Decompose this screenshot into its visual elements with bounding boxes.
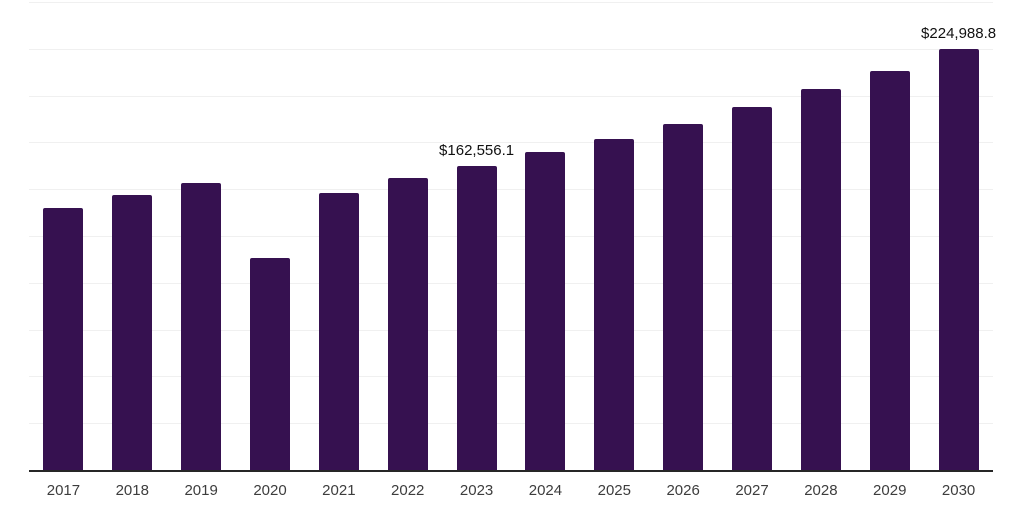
x-tick-label-2027: 2027 bbox=[735, 482, 769, 499]
x-tick-label-2024: 2024 bbox=[528, 482, 563, 499]
gridline bbox=[29, 48, 993, 50]
bar-2019[interactable] bbox=[181, 183, 222, 470]
bar-slot-2021 bbox=[304, 2, 373, 470]
gridline bbox=[29, 95, 993, 97]
bar-slot-2018 bbox=[98, 2, 167, 470]
bar-slot-2029 bbox=[855, 2, 924, 470]
gridline bbox=[29, 423, 993, 425]
bar-2021[interactable] bbox=[318, 193, 359, 470]
bar-2025[interactable] bbox=[594, 139, 635, 470]
bar-slot-2020 bbox=[236, 2, 305, 470]
bar-2030[interactable] bbox=[938, 48, 979, 470]
bar-slot-2024 bbox=[511, 2, 580, 470]
bar-2018[interactable] bbox=[112, 195, 153, 470]
gridline bbox=[29, 142, 993, 144]
x-tick-label-2019: 2019 bbox=[184, 482, 218, 499]
bar-2029[interactable] bbox=[869, 71, 910, 470]
x-tick-label-2023: 2023 bbox=[459, 482, 494, 499]
bar-slot-2027 bbox=[718, 2, 787, 470]
x-tick-label-2026: 2026 bbox=[666, 482, 700, 499]
gridline bbox=[29, 236, 993, 237]
gridline bbox=[29, 282, 993, 284]
data-label-2030: $224,988.8 bbox=[921, 24, 997, 42]
x-tick-label-2020: 2020 bbox=[253, 482, 287, 499]
gridline bbox=[29, 376, 993, 378]
bar-2022[interactable] bbox=[387, 178, 428, 470]
bars-container: $162,556.1 $224,988.8 bbox=[29, 2, 997, 470]
bar-slot-2030: $224,988.8 bbox=[921, 2, 997, 470]
x-axis-line bbox=[29, 470, 993, 472]
x-tick-label-2017: 2017 bbox=[46, 482, 81, 499]
x-tick-label-2022: 2022 bbox=[391, 482, 425, 499]
x-tick-label-2021: 2021 bbox=[322, 482, 356, 499]
x-axis-tick-labels: 2017 2018 2019 2020 2021 2022 2023 2024 2025 2026… bbox=[29, 482, 993, 500]
x-tick-label-2030: 2030 bbox=[941, 482, 976, 499]
bar-2026[interactable] bbox=[663, 124, 704, 470]
bar-2020[interactable] bbox=[250, 258, 290, 470]
plot-area: $162,556.1 $224,988.8 bbox=[29, 2, 997, 472]
gridline bbox=[29, 2, 993, 3]
bar-2027[interactable] bbox=[732, 107, 773, 470]
x-tick-label-2018: 2018 bbox=[115, 482, 149, 499]
bar-slot-2026 bbox=[649, 2, 718, 470]
gridline bbox=[29, 189, 993, 191]
bar-slot-2017 bbox=[29, 2, 98, 470]
x-tick-label-2025: 2025 bbox=[597, 482, 631, 499]
bar-2023[interactable] bbox=[456, 165, 497, 470]
bar-2028[interactable] bbox=[800, 89, 841, 470]
bar-slot-2022 bbox=[373, 2, 442, 470]
x-tick-label-2028: 2028 bbox=[804, 482, 838, 499]
bar-slot-2019 bbox=[167, 2, 236, 470]
bar-2017[interactable] bbox=[43, 208, 84, 470]
data-label-2023: $162,556.1 bbox=[439, 141, 515, 159]
bar-slot-2023: $162,556.1 bbox=[439, 2, 515, 470]
bar-2024[interactable] bbox=[525, 152, 566, 470]
gridline bbox=[29, 329, 993, 331]
x-tick-label-2029: 2029 bbox=[873, 482, 907, 499]
bar-slot-2025 bbox=[580, 2, 649, 470]
bar-slot-2028 bbox=[786, 2, 855, 470]
